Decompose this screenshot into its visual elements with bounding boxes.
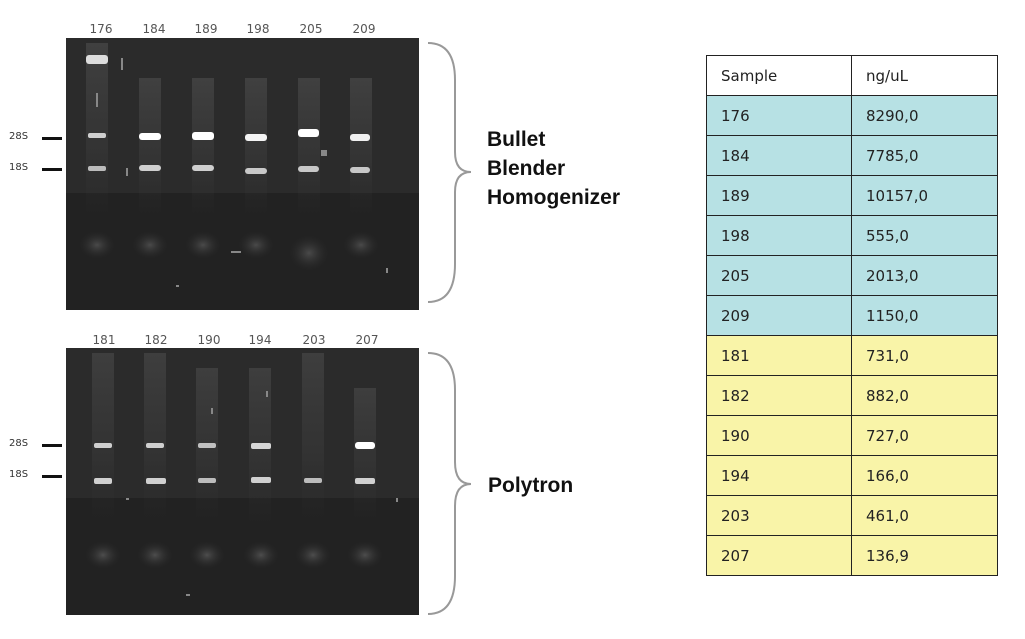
value-cell: 2013,0 [851, 255, 998, 296]
sample-cell: 184 [706, 135, 852, 176]
marker-18s: 18S [9, 469, 62, 480]
lane-label: 203 [302, 333, 326, 347]
marker-18s: 18S [9, 162, 62, 173]
value-cell: 7785,0 [851, 135, 998, 176]
group-label-bullet-blender: Bullet Blender Homogenizer [487, 125, 620, 212]
table-row: 182 882,0 [706, 375, 998, 416]
marker-tick [42, 137, 62, 140]
sample-cell: 189 [706, 175, 852, 216]
group-label-polytron: Polytron [488, 471, 573, 500]
bands-18s [94, 477, 375, 484]
group-label-line: Homogenizer [487, 186, 621, 209]
table-row: 194 166,0 [706, 455, 998, 496]
lane-label: 184 [142, 22, 166, 36]
value-cell: 731,0 [851, 335, 998, 376]
lane-smears [86, 43, 372, 218]
sample-cell: 176 [706, 95, 852, 136]
sample-cell: 207 [706, 535, 852, 576]
concentration-table: Sample ng/uL 176 8290,0 184 7785,0 189 1015… [706, 55, 998, 576]
column-header-sample: Sample [706, 55, 852, 96]
lane-label: 182 [144, 333, 168, 347]
table-row: 176 8290,0 [706, 95, 998, 136]
lane-label: 194 [248, 333, 272, 347]
sample-cell: 194 [706, 455, 852, 496]
marker-tick [42, 444, 62, 447]
table-row: 181 731,0 [706, 335, 998, 376]
marker-label: 18S [9, 162, 29, 173]
table-row: 198 555,0 [706, 215, 998, 256]
sample-cell: 198 [706, 215, 852, 256]
lane-label: 207 [355, 333, 379, 347]
sample-cell: 205 [706, 255, 852, 296]
brace-top [427, 42, 472, 303]
table-row: 184 7785,0 [706, 135, 998, 176]
sample-cell: 181 [706, 335, 852, 376]
sample-cell: 209 [706, 295, 852, 336]
lane-label: 189 [194, 22, 218, 36]
value-cell: 166,0 [851, 455, 998, 496]
table-row: 209 1150,0 [706, 295, 998, 336]
value-cell: 555,0 [851, 215, 998, 256]
marker-tick [42, 168, 62, 171]
band [86, 55, 108, 64]
value-cell: 10157,0 [851, 175, 998, 216]
sample-cell: 182 [706, 375, 852, 416]
marker-label: 18S [9, 469, 29, 480]
lane-label: 209 [352, 22, 376, 36]
lane-glow [85, 541, 383, 569]
lane-label: 176 [89, 22, 113, 36]
group-label-line: Bullet [487, 128, 546, 151]
sample-cell: 203 [706, 495, 852, 536]
table-header-row: Sample ng/uL [706, 55, 998, 96]
table-row: 207 136,9 [706, 535, 998, 576]
lane-label: 205 [299, 22, 323, 36]
lane-glow [79, 231, 379, 271]
specks [126, 391, 398, 596]
bands-28s [88, 129, 370, 141]
value-cell: 882,0 [851, 375, 998, 416]
value-cell: 1150,0 [851, 295, 998, 336]
table-row: 203 461,0 [706, 495, 998, 536]
gel-image-top [66, 38, 419, 310]
brace-bottom [427, 352, 472, 615]
group-label-line: Blender [487, 157, 566, 180]
group-label-line: Polytron [488, 474, 574, 497]
marker-label: 28S [9, 131, 29, 142]
specks [96, 58, 388, 287]
lane-label: 198 [246, 22, 270, 36]
gel-image-bottom [66, 348, 419, 615]
value-cell: 727,0 [851, 415, 998, 456]
marker-tick [42, 475, 62, 478]
column-header-concentration: ng/uL [851, 55, 998, 96]
bands-28s [94, 442, 375, 449]
table-row: 205 2013,0 [706, 255, 998, 296]
value-cell: 8290,0 [851, 95, 998, 136]
bands-18s [88, 165, 370, 174]
marker-28s: 28S [9, 438, 62, 449]
value-cell: 461,0 [851, 495, 998, 536]
marker-label: 28S [9, 438, 29, 449]
lane-label: 181 [92, 333, 116, 347]
table-row: 190 727,0 [706, 415, 998, 456]
lane-label: 190 [197, 333, 221, 347]
table-row: 189 10157,0 [706, 175, 998, 216]
value-cell: 136,9 [851, 535, 998, 576]
marker-28s: 28S [9, 131, 62, 142]
sample-cell: 190 [706, 415, 852, 456]
